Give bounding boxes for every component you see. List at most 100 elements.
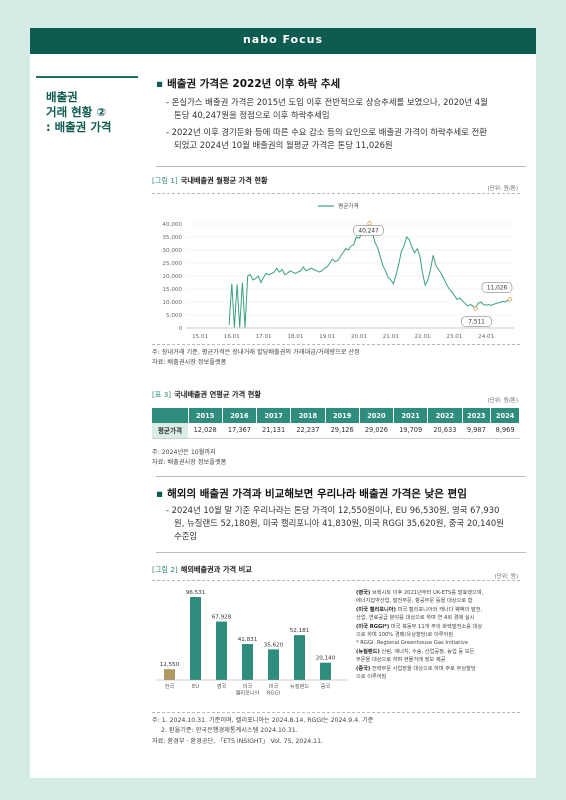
x-tick-label: 18.01 (287, 334, 303, 340)
legend-line: 에너지집약산업, 발전부문, 항공부문 등을 대상으로 함 (356, 598, 473, 605)
category-label: 뉴질랜드 (290, 682, 309, 690)
figure2-note1: 주: 1. 2024.10.31. 기준이며, 캘리포니아는 2024.8.14… (152, 717, 374, 724)
section1-heading: ▪ 배출권 가격은 2022년 이후 하락 추세 (156, 78, 341, 90)
bar-value-label: 52,181 (290, 628, 310, 634)
category-label: 영국 (217, 682, 227, 690)
table-year-header: 2019 (325, 408, 360, 423)
bar (320, 662, 331, 680)
annotation-point (473, 306, 478, 311)
table-cell: 22,237 (290, 423, 325, 439)
annotation-box (461, 316, 492, 327)
table3-unit: (단위: 원/톤) (487, 398, 519, 404)
legend: 평균가격 (318, 202, 359, 210)
bar (216, 621, 227, 680)
category-label: 한국 (165, 683, 175, 690)
figure2-source: 자료: 환경부 · 환경공단, 「ETS INSIGHT」 Vol. 75, 2… (152, 738, 324, 745)
table-year-header: 2022 (427, 408, 463, 423)
bar (242, 644, 253, 680)
x-tick-label: 15.01 (192, 334, 208, 340)
y-tick-label: 15,000 (162, 287, 182, 293)
table-cell: 20,633 (427, 423, 462, 439)
table3-note: 주: 2024년은 10월까지 (152, 449, 216, 456)
bar-value-label: 35,620 (264, 642, 284, 648)
bullet-icon: ▪ (156, 488, 164, 500)
annotation-box (353, 225, 384, 236)
y-tick-label: 30,000 (162, 248, 182, 254)
table-row-label: 평균가격 (152, 423, 188, 439)
annotation-label: 7,511 (468, 319, 485, 325)
figure2-title: [그림 2] 해외배출권과 가격 비교 (152, 565, 252, 574)
table-year-header: 2015 (188, 408, 223, 423)
category-label: 미국 (243, 682, 253, 690)
legend-line: (뉴질랜드) 산림, 에너지, 수송, 산업공정, 농업 등 모든 (356, 648, 475, 655)
annotation-label: 40,247 (358, 228, 379, 234)
table-cell: 12,028 (188, 423, 223, 439)
x-tick-label: 23.01 (446, 334, 462, 340)
y-tick-label: 10,000 (162, 300, 182, 306)
bar-value-label: 96,531 (186, 590, 206, 596)
x-tick-label: 16.01 (224, 334, 240, 340)
bar (268, 649, 279, 680)
table-row: 평균가격 12,028 17,367 21,131 22,237 29,126 29,026… (152, 423, 520, 439)
annotation-label: 11,026 (487, 285, 508, 291)
legend-line: (중국) 전력부문 사업장을 대상으로 하며 주로 무상할당 (356, 665, 476, 672)
legend-line: (영국) 브렉시트 이후 2021년부터 UK-ETS를 발효했으며, (356, 590, 484, 596)
annotation: 7,511 (461, 306, 492, 327)
annotation-box (481, 282, 513, 293)
series-line (228, 222, 511, 328)
right-band (536, 64, 566, 800)
section2-heading: ▪ 해외의 배출권 가격과 비교해보면 우리나라 배출권 가격은 낮은 편임 (156, 488, 467, 500)
x-tick-label: 24.01 (478, 334, 494, 340)
bullet-icon: ▪ (156, 78, 164, 90)
y-tick-label: 5,000 (166, 313, 182, 319)
annotation: 40,247 (353, 221, 384, 236)
annotation-point (367, 221, 372, 226)
section-divider (156, 166, 526, 167)
section-divider (156, 552, 526, 553)
table-year-header: 2024 (490, 408, 520, 423)
category-label: 캘리포니아 (236, 689, 260, 697)
table-cell: 29,026 (359, 423, 394, 439)
table-year-header: 2017 (256, 408, 292, 423)
section1-paragraph1: - 온실가스 배출권 가격은 2015년 도입 이후 전반적으로 상승추세를 보… (166, 97, 488, 120)
figure1-title: [그림 1] 국내배출권 월평균 가격 현황 (152, 176, 268, 185)
annotation-point (507, 297, 513, 302)
brand-logo: nabo Focus (242, 33, 324, 46)
bar (164, 669, 175, 680)
table-year-header: 2023 (462, 408, 492, 423)
table-year-header: 2018 (290, 408, 326, 423)
x-tick-label: 21.01 (383, 334, 399, 340)
table-cell: 29,126 (325, 423, 360, 439)
side-title-line1: 배출권 (46, 90, 78, 104)
section1-paragraph2: - 2022년 이후 경기둔화 등에 따른 수요 감소 등의 요인으로 배출권 … (166, 127, 487, 150)
annotation: 11,026 (481, 282, 513, 302)
side-title-line3: : 배출권 가격 (46, 120, 112, 134)
bottom-band (0, 778, 566, 800)
side-title: 배출권 거래 현황 ② : 배출권 가격 (46, 90, 142, 135)
x-tick-label: 17.01 (256, 334, 272, 340)
table-cell: 8,969 (490, 423, 520, 439)
bar (190, 596, 201, 680)
figure2-bottom-rule (152, 712, 520, 713)
legend-line: 으로 이루어짐 (356, 674, 387, 681)
figure1-note: 주: 장내거래 기준, 평균가격은 장내거래 할당배출권의 거래대금/거래량으로… (152, 349, 360, 356)
header-bar: nabo Focus (30, 28, 536, 54)
table3-source: 자료: 배출권시장 정보플랫폼 (152, 459, 227, 466)
y-tick-label: 20,000 (162, 274, 182, 280)
bar (294, 635, 305, 680)
legend-line: (미국 RGGI*) 미국 북동부 11개 주의 화력발전소를 대상 (356, 623, 483, 630)
figure1-source: 자료: 배출권시장 정보플랫폼 (152, 359, 227, 366)
table-cell: 17,367 (222, 423, 257, 439)
legend-line: (미국 캘리포니아) 미국 캘리포니아와 캐나다 퀘벡의 발전, (356, 606, 483, 613)
category-label: 미국 (269, 682, 279, 690)
table-corner-cell (152, 408, 189, 423)
side-title-rule (36, 76, 138, 78)
table-year-header: 2021 (393, 408, 429, 423)
table-cell: 21,131 (256, 423, 291, 439)
legend-line: * RGGI: Regional Greenhouse Gas Initiati… (356, 640, 469, 647)
bar-value-label: 12,550 (160, 662, 180, 668)
y-tick-label: 40,000 (162, 222, 182, 228)
category-label: EU (192, 684, 199, 690)
y-tick-label: 25,000 (162, 261, 182, 267)
